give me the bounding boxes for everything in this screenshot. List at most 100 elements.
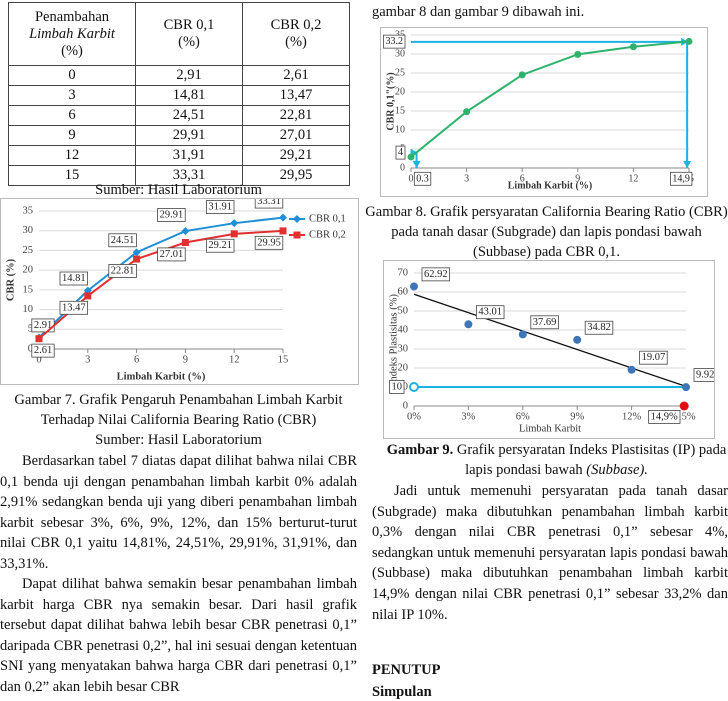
y-axis-label: CBR (%) — [5, 258, 16, 301]
table-cell: 29,95 — [242, 165, 350, 186]
table-cell: 3 — [8, 85, 136, 106]
x-tick-label: 9 — [183, 354, 188, 365]
series-line — [38, 216, 284, 339]
x-tick-label: 12 — [628, 173, 638, 184]
data-label-box — [530, 315, 559, 330]
x-axis-label: Limbah Karbit — [519, 423, 581, 434]
x-tick-label: 12% — [622, 411, 642, 422]
table-cell: 14,81 — [135, 85, 243, 106]
marker — [279, 227, 287, 235]
point — [682, 383, 690, 392]
data-label: 10 — [392, 381, 403, 392]
y-tick-label: 20 — [23, 265, 34, 276]
data-label-box — [157, 208, 186, 222]
x-tick-label: 9% — [570, 411, 584, 422]
table-row: 0 2,91 2,61 — [8, 65, 350, 86]
y-tick-label: 30 — [23, 225, 34, 236]
table-row: 3 14,81 13,47 — [8, 85, 350, 106]
data-label-box — [389, 380, 405, 394]
intro-line: gambar 8 dan gambar 9 dibawah ini. — [372, 4, 585, 20]
table-cell: 2,61 — [242, 65, 350, 86]
data-label: 33.2 — [386, 36, 404, 47]
data-label-box — [395, 145, 406, 160]
y-tick-label: 35 — [23, 205, 34, 216]
data-label: 14,9 — [672, 173, 690, 184]
marker — [685, 37, 693, 45]
guide-point — [679, 401, 689, 411]
caption-text: Grafik persyaratan Indeks Plastisitas (I… — [453, 442, 727, 478]
y-tick-label: 15 — [23, 284, 34, 295]
y-tick-label: 0 — [400, 162, 405, 173]
data-label-box — [205, 238, 235, 253]
data-label: 24.51 — [111, 235, 135, 246]
data-label-box — [108, 233, 137, 248]
table-row: 6 24,51 22,81 — [8, 105, 350, 126]
paragraph: Dapat dilihat bahwa semakin besar penamb… — [0, 576, 357, 692]
x-tick-label: 6 — [134, 354, 139, 365]
marker — [132, 248, 141, 257]
y-tick-label: 40 — [398, 324, 409, 335]
y-tick-label: 30 — [395, 48, 405, 59]
y-tick-label: 15 — [395, 105, 405, 116]
figure-9-frame: 010 20 30 40 50 60 70 0% 3% 6% 9% 12% 15% Limbah Karb… — [383, 260, 717, 439]
legend-label: CBR 0,1 — [309, 213, 346, 224]
table-row: 12 31,91 29,21 — [8, 145, 350, 166]
y-tick-label: 60 — [398, 286, 409, 297]
section-heading: PENUTUP — [372, 662, 441, 678]
x-tick-label: 15 — [278, 354, 289, 365]
data-label: 13.47 — [62, 302, 86, 313]
caption-line: Terhadap Nilai California Bearing Ratio … — [40, 412, 317, 428]
caption-label: Gambar 9. — [386, 442, 454, 458]
data-label: 14.81 — [62, 273, 86, 284]
table-source: Sumber: Hasil Laboratorium — [95, 182, 262, 198]
marker — [181, 239, 189, 247]
data-label: 0.3 — [416, 173, 429, 184]
marker — [279, 213, 287, 222]
table-cell: 0 — [8, 65, 136, 86]
x-axis-label: Limbah Karbit (%) — [508, 180, 592, 191]
data-label: 22.81 — [111, 265, 135, 276]
point — [627, 365, 636, 374]
y-tick-label: 70 — [398, 267, 409, 278]
data-label: 9.92 — [696, 370, 714, 381]
marker — [463, 108, 471, 116]
header-text: CBR 0,1 — [163, 17, 215, 33]
figure-9-caption: Gambar 9. Grafik persyaratan Indeks Plas… — [385, 440, 728, 480]
caption-italic: (Subbase). — [586, 462, 648, 478]
x-tick-label: 9 — [575, 173, 580, 184]
point — [518, 330, 527, 339]
data-label-box — [476, 305, 505, 320]
data-label-box — [421, 267, 451, 282]
marker — [230, 219, 239, 228]
y-tick-label: 20 — [395, 86, 405, 97]
data-label-box — [59, 271, 89, 286]
y-tick-label: 25 — [395, 67, 405, 78]
data-label-box — [584, 320, 614, 335]
header-text: Penambahan — [34, 8, 110, 25]
marker — [518, 71, 526, 79]
figure-7-frame: 0 5 10 15 20 25 30 35 0 3 6 9 12 15 Limbah Karbit (%) C… — [0, 194, 359, 385]
y-tick-label: 0 — [28, 343, 33, 354]
x-tick-label: 6 — [520, 173, 525, 184]
data-label: 62.92 — [424, 269, 448, 280]
subsection-heading: Simpulan — [372, 684, 432, 700]
header-cell: Penambahan Limbah Karbit (%) — [8, 2, 136, 66]
guide-arrow — [683, 161, 692, 168]
data-label: 27.01 — [160, 249, 184, 260]
data-label-box — [108, 264, 137, 278]
table-cell: 15 — [8, 165, 136, 186]
figure-7-caption: Gambar 7. Grafik Pengaruh Penambahan Lim… — [0, 390, 357, 450]
table-cell: 13,47 — [242, 85, 350, 106]
marker — [293, 231, 301, 239]
caption-line: Sumber: Hasil Laboratorium — [95, 432, 262, 448]
table-cell: 31,91 — [135, 145, 243, 166]
marker — [230, 230, 238, 238]
data-label: 19.07 — [642, 352, 666, 363]
y-tick-label: 50 — [398, 305, 409, 316]
data-label: 14,9% — [651, 411, 678, 422]
table-cell: 24,51 — [135, 105, 243, 126]
x-tick-label: 12 — [229, 354, 240, 365]
